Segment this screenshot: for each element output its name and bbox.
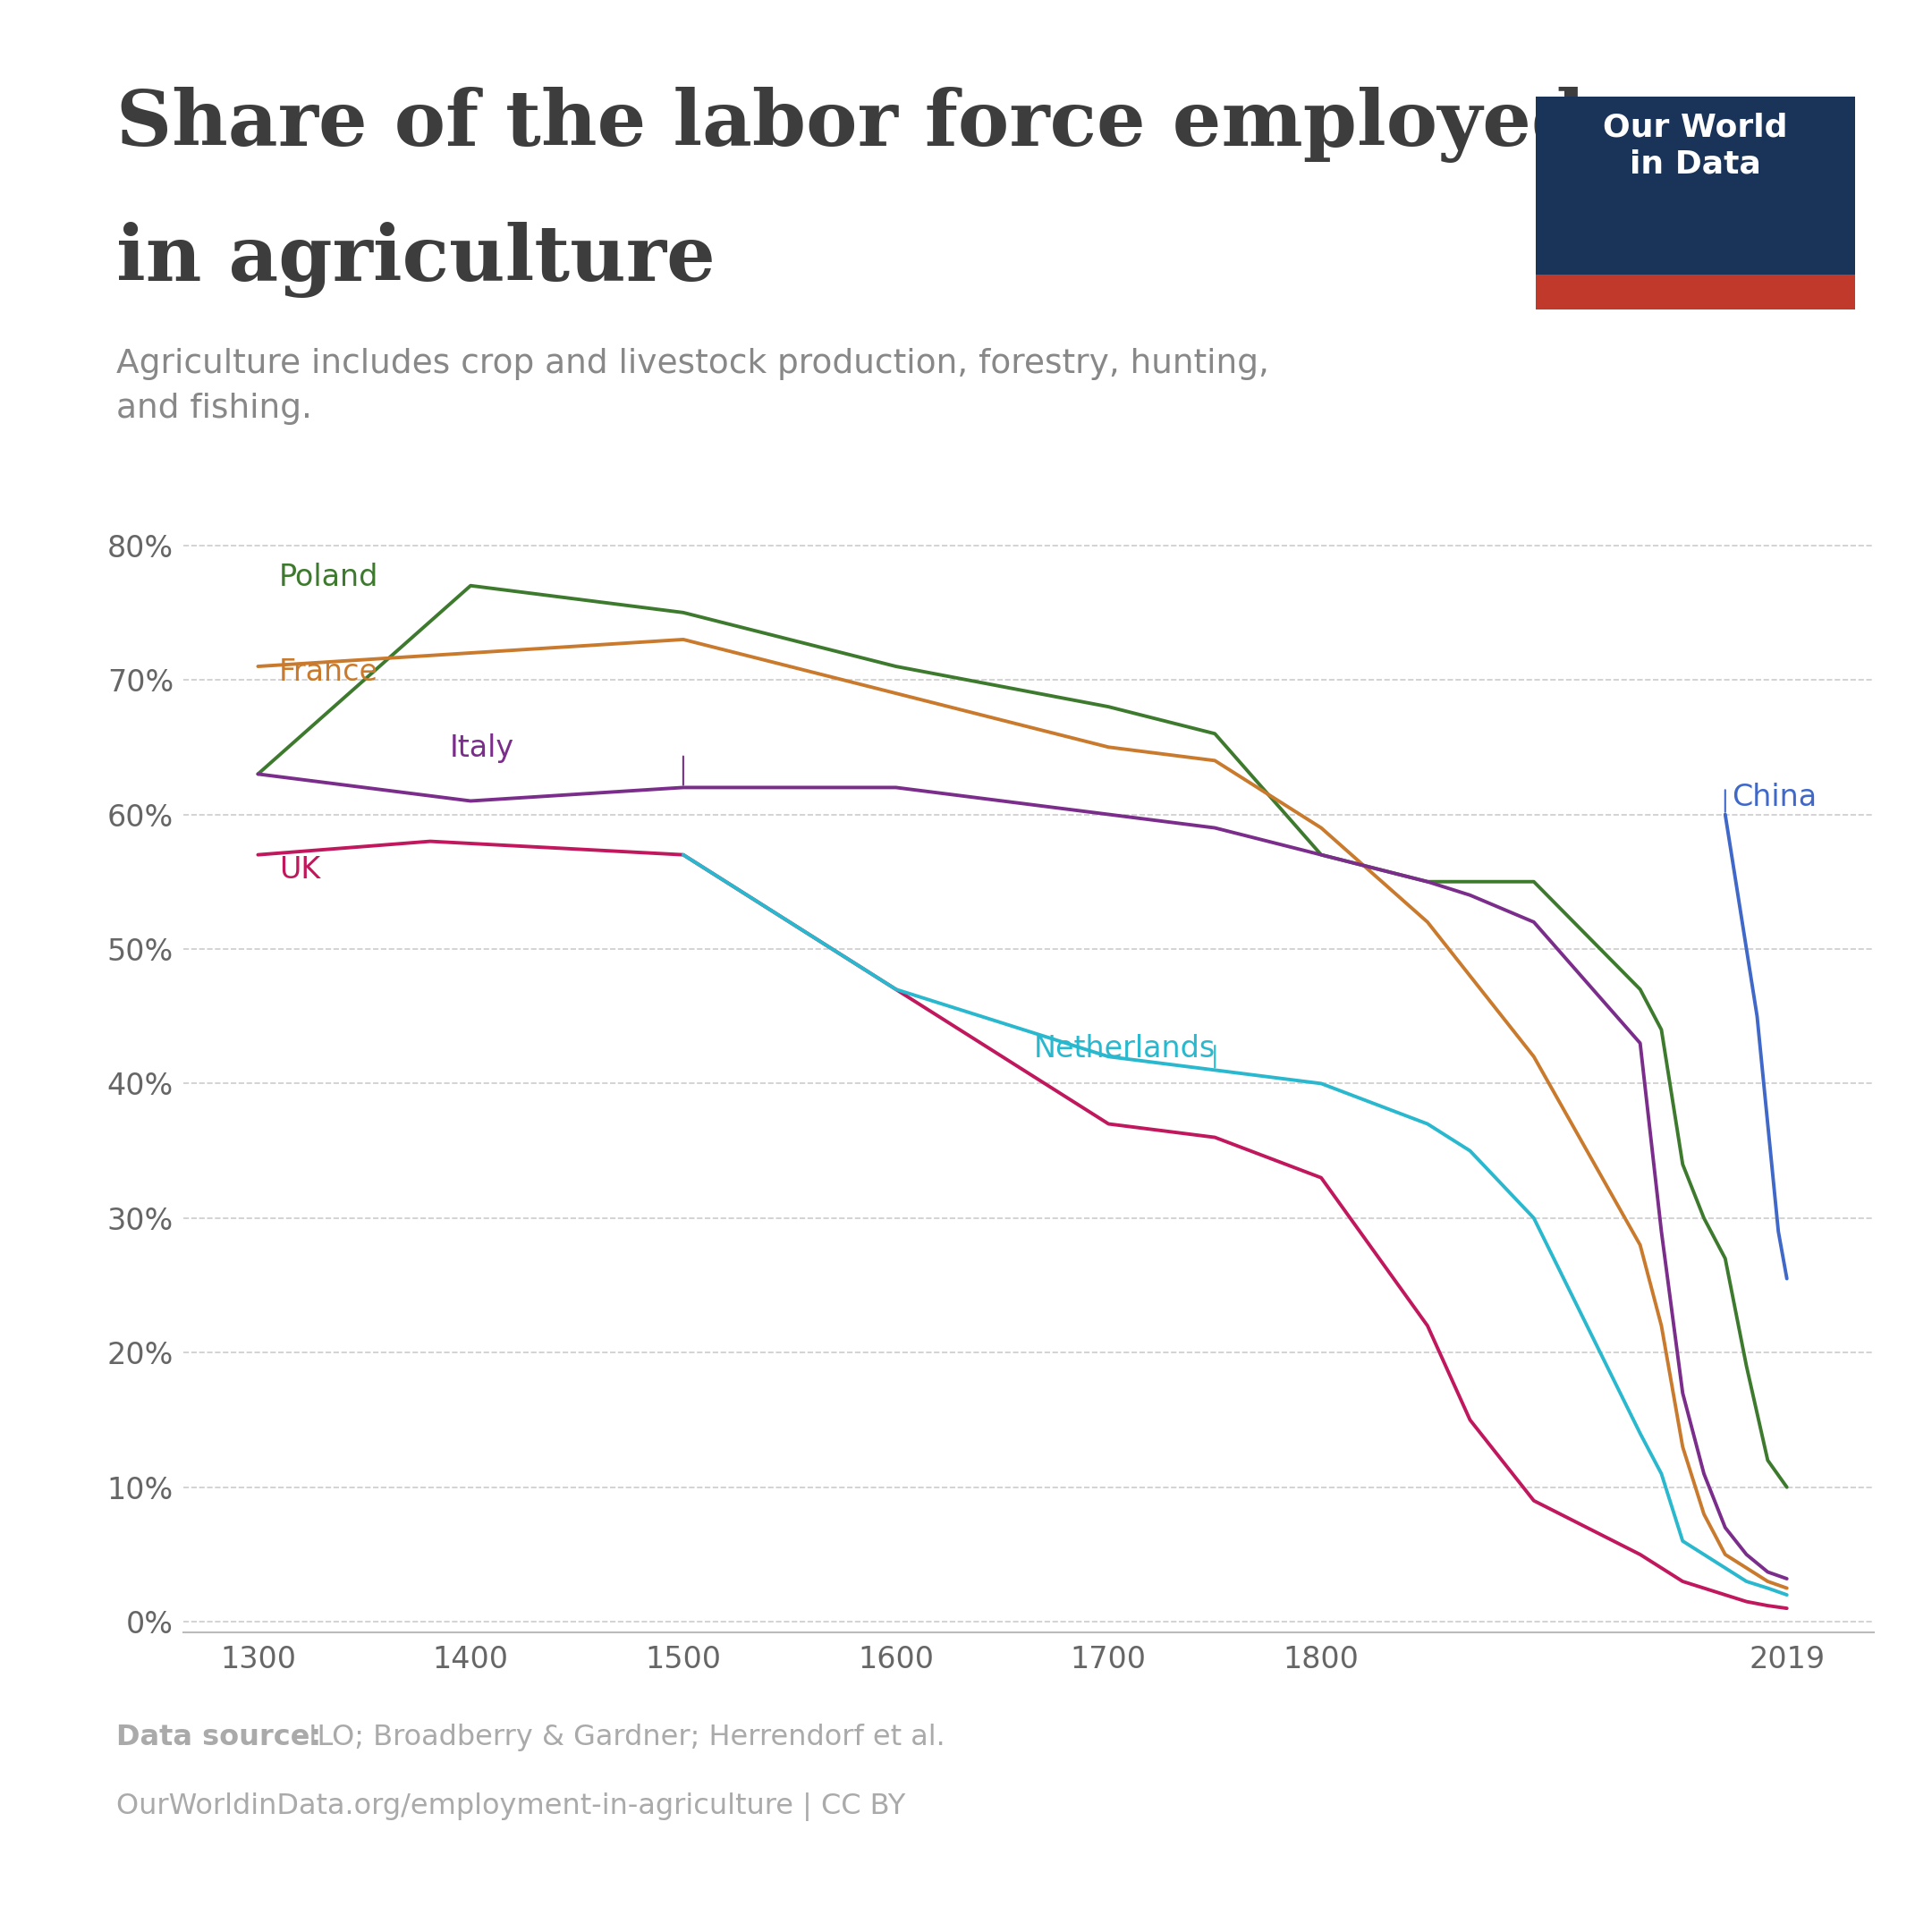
Text: ILO; Broadberry & Gardner; Herrendorf et al.: ILO; Broadberry & Gardner; Herrendorf et… xyxy=(299,1723,945,1750)
Text: in agriculture: in agriculture xyxy=(116,222,715,298)
Text: Poland: Poland xyxy=(280,562,379,593)
Text: Agriculture includes crop and livestock production, forestry, hunting,
and fishi: Agriculture includes crop and livestock … xyxy=(116,348,1269,425)
Text: Our World
in Data: Our World in Data xyxy=(1604,112,1787,180)
Text: France: France xyxy=(280,657,379,686)
Text: Data source:: Data source: xyxy=(116,1723,321,1750)
Text: OurWorldinData.org/employment-in-agriculture | CC BY: OurWorldinData.org/employment-in-agricul… xyxy=(116,1793,906,1822)
Text: Netherlands: Netherlands xyxy=(1034,1034,1215,1063)
Text: Italy: Italy xyxy=(450,734,514,763)
Text: UK: UK xyxy=(280,854,321,885)
Text: China: China xyxy=(1731,782,1816,811)
Text: Share of the labor force employed: Share of the labor force employed xyxy=(116,87,1584,162)
